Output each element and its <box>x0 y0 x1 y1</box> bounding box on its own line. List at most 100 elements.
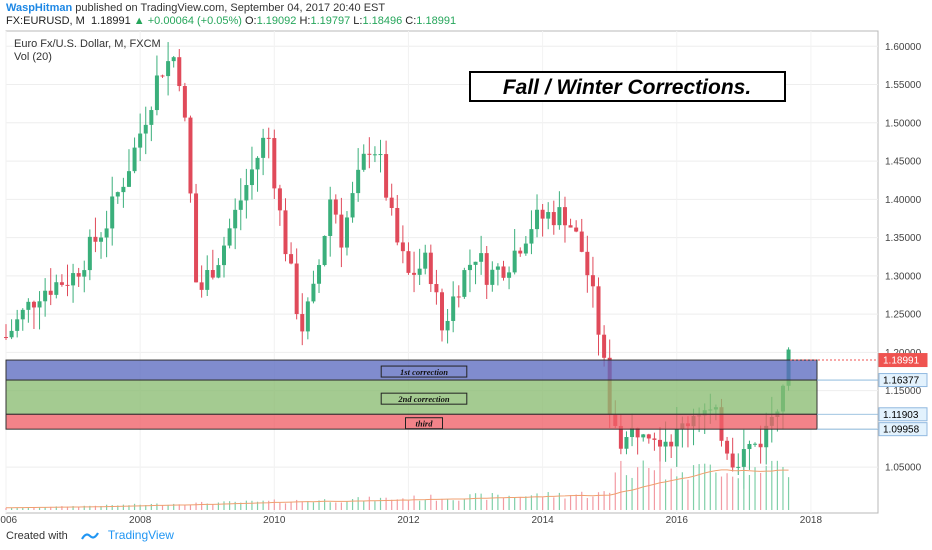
candle-body <box>317 265 322 284</box>
candle-body <box>300 314 305 332</box>
candle-body <box>272 138 277 189</box>
candle-body <box>266 137 271 139</box>
price-tag-label: 1.09958 <box>883 425 920 436</box>
candle-body <box>194 193 199 283</box>
candle-body <box>557 207 562 226</box>
candle-body <box>333 199 338 215</box>
candle-body <box>216 265 221 278</box>
symbol-label: FX:EURUSD, M <box>6 15 85 27</box>
candle-body <box>389 197 394 208</box>
y-tick-label: 1.15000 <box>885 386 922 397</box>
candle-body <box>412 272 417 275</box>
price-tag <box>878 353 928 368</box>
candle-body <box>495 266 500 270</box>
tradingview-brand[interactable]: TradingView <box>107 528 174 542</box>
candle-body <box>630 427 635 438</box>
candle-body <box>59 282 64 285</box>
publish-info: published on TradingView.com, September … <box>72 2 386 14</box>
candle-body <box>462 270 467 297</box>
candle-body <box>222 245 226 266</box>
zone-label: 1st correction <box>400 367 448 377</box>
candle-body <box>244 185 249 201</box>
created-with-text: Created with <box>6 530 68 542</box>
candle-body <box>456 296 461 298</box>
candle-body <box>339 214 344 248</box>
last-price: 1.18991 <box>90 15 131 27</box>
volume-moving-average <box>5 469 789 509</box>
candle-body <box>434 284 439 293</box>
candle-body <box>540 209 545 219</box>
candle-body <box>115 192 120 197</box>
candle-body <box>579 231 584 252</box>
candle-body <box>406 251 411 273</box>
candle-body <box>574 227 579 232</box>
candle-body <box>428 252 433 285</box>
candle-body <box>138 133 143 148</box>
candle-body <box>350 193 355 218</box>
candle-body <box>121 186 126 193</box>
candle-body <box>149 110 154 125</box>
candle-body <box>160 75 165 77</box>
candle-body <box>238 200 243 210</box>
candle-body <box>31 301 36 308</box>
candle-body <box>646 434 651 439</box>
candle-body <box>294 263 299 315</box>
instrument-legend: Euro Fx/U.S. Dollar, M, FXCM <box>14 38 161 50</box>
candle-body <box>484 253 489 285</box>
close-value: 1.18991 <box>416 15 457 27</box>
candle-body <box>15 319 20 331</box>
candle-body <box>663 441 668 447</box>
candle-body <box>233 209 238 229</box>
price-tag <box>878 373 928 388</box>
candle-body <box>512 250 517 273</box>
zone-label-box <box>380 392 468 405</box>
y-tick-label: 1.05000 <box>885 463 922 474</box>
candle-body <box>71 273 76 286</box>
candle-body <box>467 264 472 271</box>
candle-body <box>490 269 495 285</box>
candle-body <box>311 283 316 302</box>
x-tick-label: 2012 <box>397 515 420 526</box>
candle-body <box>730 453 735 468</box>
candle-body <box>166 61 171 77</box>
footer: Created with TradingView <box>6 528 174 542</box>
candle-body <box>99 237 104 242</box>
candle-body <box>132 147 137 172</box>
candle-body <box>367 153 372 155</box>
candle-body <box>417 268 422 275</box>
candle-body <box>479 253 484 262</box>
candle-body <box>747 443 752 450</box>
candle-body <box>758 443 763 448</box>
candle-body <box>741 449 746 467</box>
x-tick-label: 2008 <box>129 515 152 526</box>
price-tag-label: 1.16377 <box>883 376 920 387</box>
candle-body <box>20 309 25 320</box>
ohlc-line: FX:EURUSD, M 1.18991 ▲ +0.00064 (+0.05%)… <box>6 15 457 27</box>
candle-body <box>585 251 590 276</box>
candle-body <box>669 441 674 447</box>
candle-body <box>199 282 204 290</box>
candle-body <box>400 242 405 252</box>
candle-body <box>725 440 730 454</box>
candle-body <box>322 235 327 266</box>
open-value: 1.19092 <box>256 15 297 27</box>
candle-body <box>37 301 42 308</box>
candle-body <box>590 275 595 287</box>
author-link[interactable]: WaspHitman <box>6 2 73 14</box>
candle-body <box>568 225 573 228</box>
candle-body <box>440 292 444 331</box>
candle-body <box>356 169 361 194</box>
y-tick-label: 1.50000 <box>885 118 922 129</box>
candle-body <box>473 261 478 265</box>
candle-body <box>76 273 81 277</box>
candle-body <box>26 301 31 310</box>
y-tick-label: 1.45000 <box>885 157 922 168</box>
candle-body <box>188 117 193 194</box>
candle-body <box>378 154 383 156</box>
y-tick-label: 1.60000 <box>885 42 922 53</box>
candle-body <box>289 254 294 264</box>
high-value: 1.19797 <box>310 15 351 27</box>
zone-label: third <box>415 419 433 429</box>
candle-body <box>546 212 551 219</box>
